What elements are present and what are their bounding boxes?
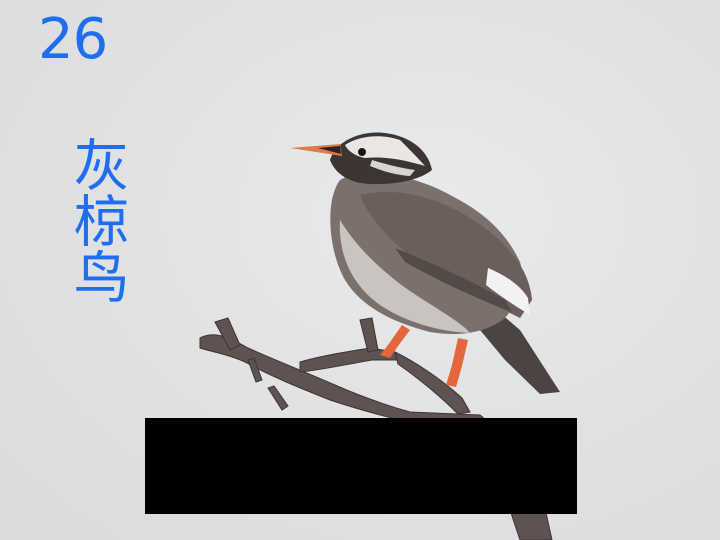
bird-icon (290, 132, 560, 394)
redaction-box (145, 418, 577, 514)
slide-number: 26 (38, 7, 108, 72)
bird-name-title: 灰椋鸟 (64, 136, 129, 304)
